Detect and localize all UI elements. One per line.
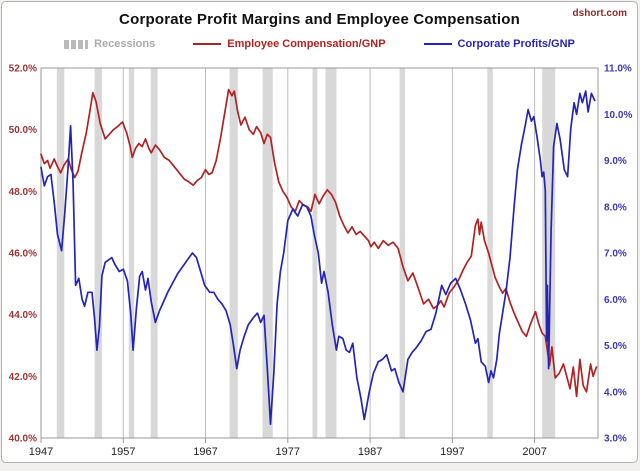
- x-tick-label: 1997: [440, 446, 464, 458]
- x-tick-label: 1977: [276, 446, 300, 458]
- x-tick-label: 1957: [111, 446, 135, 458]
- legend-corporate-profits-label: Corporate Profits/GNP: [457, 38, 575, 50]
- recession-band: [312, 68, 318, 438]
- legend: Recessions Employee Compensation/GNP Cor…: [2, 38, 637, 50]
- recession-band: [325, 68, 337, 438]
- right-axis-label: 9.0%: [604, 156, 627, 167]
- right-axis-label: 5.0%: [604, 341, 627, 352]
- recession-band: [399, 68, 406, 438]
- right-axis-label: 11.0%: [604, 64, 632, 75]
- watermark-dshort: dshort.com: [572, 8, 627, 19]
- chart-title: Corporate Profit Margins and Employee Co…: [119, 11, 520, 28]
- blue-line-swatch-icon: [423, 43, 452, 45]
- x-tick-label: 1947: [29, 446, 53, 458]
- x-tick-label: 1987: [358, 446, 382, 458]
- recession-band: [94, 68, 103, 438]
- right-axis-label: 3.0%: [604, 434, 627, 445]
- x-tick-label: 2007: [522, 446, 546, 458]
- right-axis-label: 4.0%: [604, 387, 627, 398]
- recession-band: [150, 68, 158, 438]
- left-axis-label: 40.0%: [9, 434, 37, 445]
- recession-band: [487, 68, 493, 438]
- recession-band: [128, 68, 135, 438]
- recession-band: [229, 68, 238, 438]
- legend-item-corporate-profits: Corporate Profits/GNP: [423, 38, 575, 50]
- x-tick-label: 1967: [193, 446, 217, 458]
- employee-compensation-line: [40, 88, 598, 398]
- left-axis-label: 52.0%: [9, 64, 37, 75]
- plot-frame: [40, 67, 599, 439]
- red-line-swatch-icon: [193, 43, 222, 45]
- corporate-profits-line: [40, 90, 596, 425]
- recession-band: [56, 68, 65, 438]
- recession-band: [542, 68, 556, 438]
- right-axis-label: 10.0%: [604, 110, 632, 121]
- chart-card: Corporate Profit Margins and Employee Co…: [1, 1, 638, 463]
- legend-recessions-label: Recessions: [94, 38, 156, 50]
- recession-swatch-icon: [64, 39, 89, 49]
- right-axis-label: 6.0%: [604, 295, 627, 306]
- right-axis-label: 8.0%: [604, 202, 627, 213]
- legend-item-employee-compensation: Employee Compensation/GNP: [193, 38, 386, 50]
- recession-band: [262, 68, 273, 438]
- left-axis-label: 50.0%: [9, 125, 37, 136]
- legend-item-recessions: Recessions: [64, 38, 155, 50]
- legend-employee-compensation-label: Employee Compensation/GNP: [227, 38, 386, 50]
- left-axis-label: 42.0%: [9, 372, 37, 383]
- left-axis-label: 48.0%: [9, 187, 37, 198]
- chart-canvas: 1947 1957 1967 1977 1987 1997 2007 40.0% 42.0% 44…: [9, 64, 633, 459]
- left-axis-label: 46.0%: [9, 249, 37, 260]
- right-axis-label: 7.0%: [604, 249, 627, 260]
- left-axis-label: 44.0%: [9, 310, 37, 321]
